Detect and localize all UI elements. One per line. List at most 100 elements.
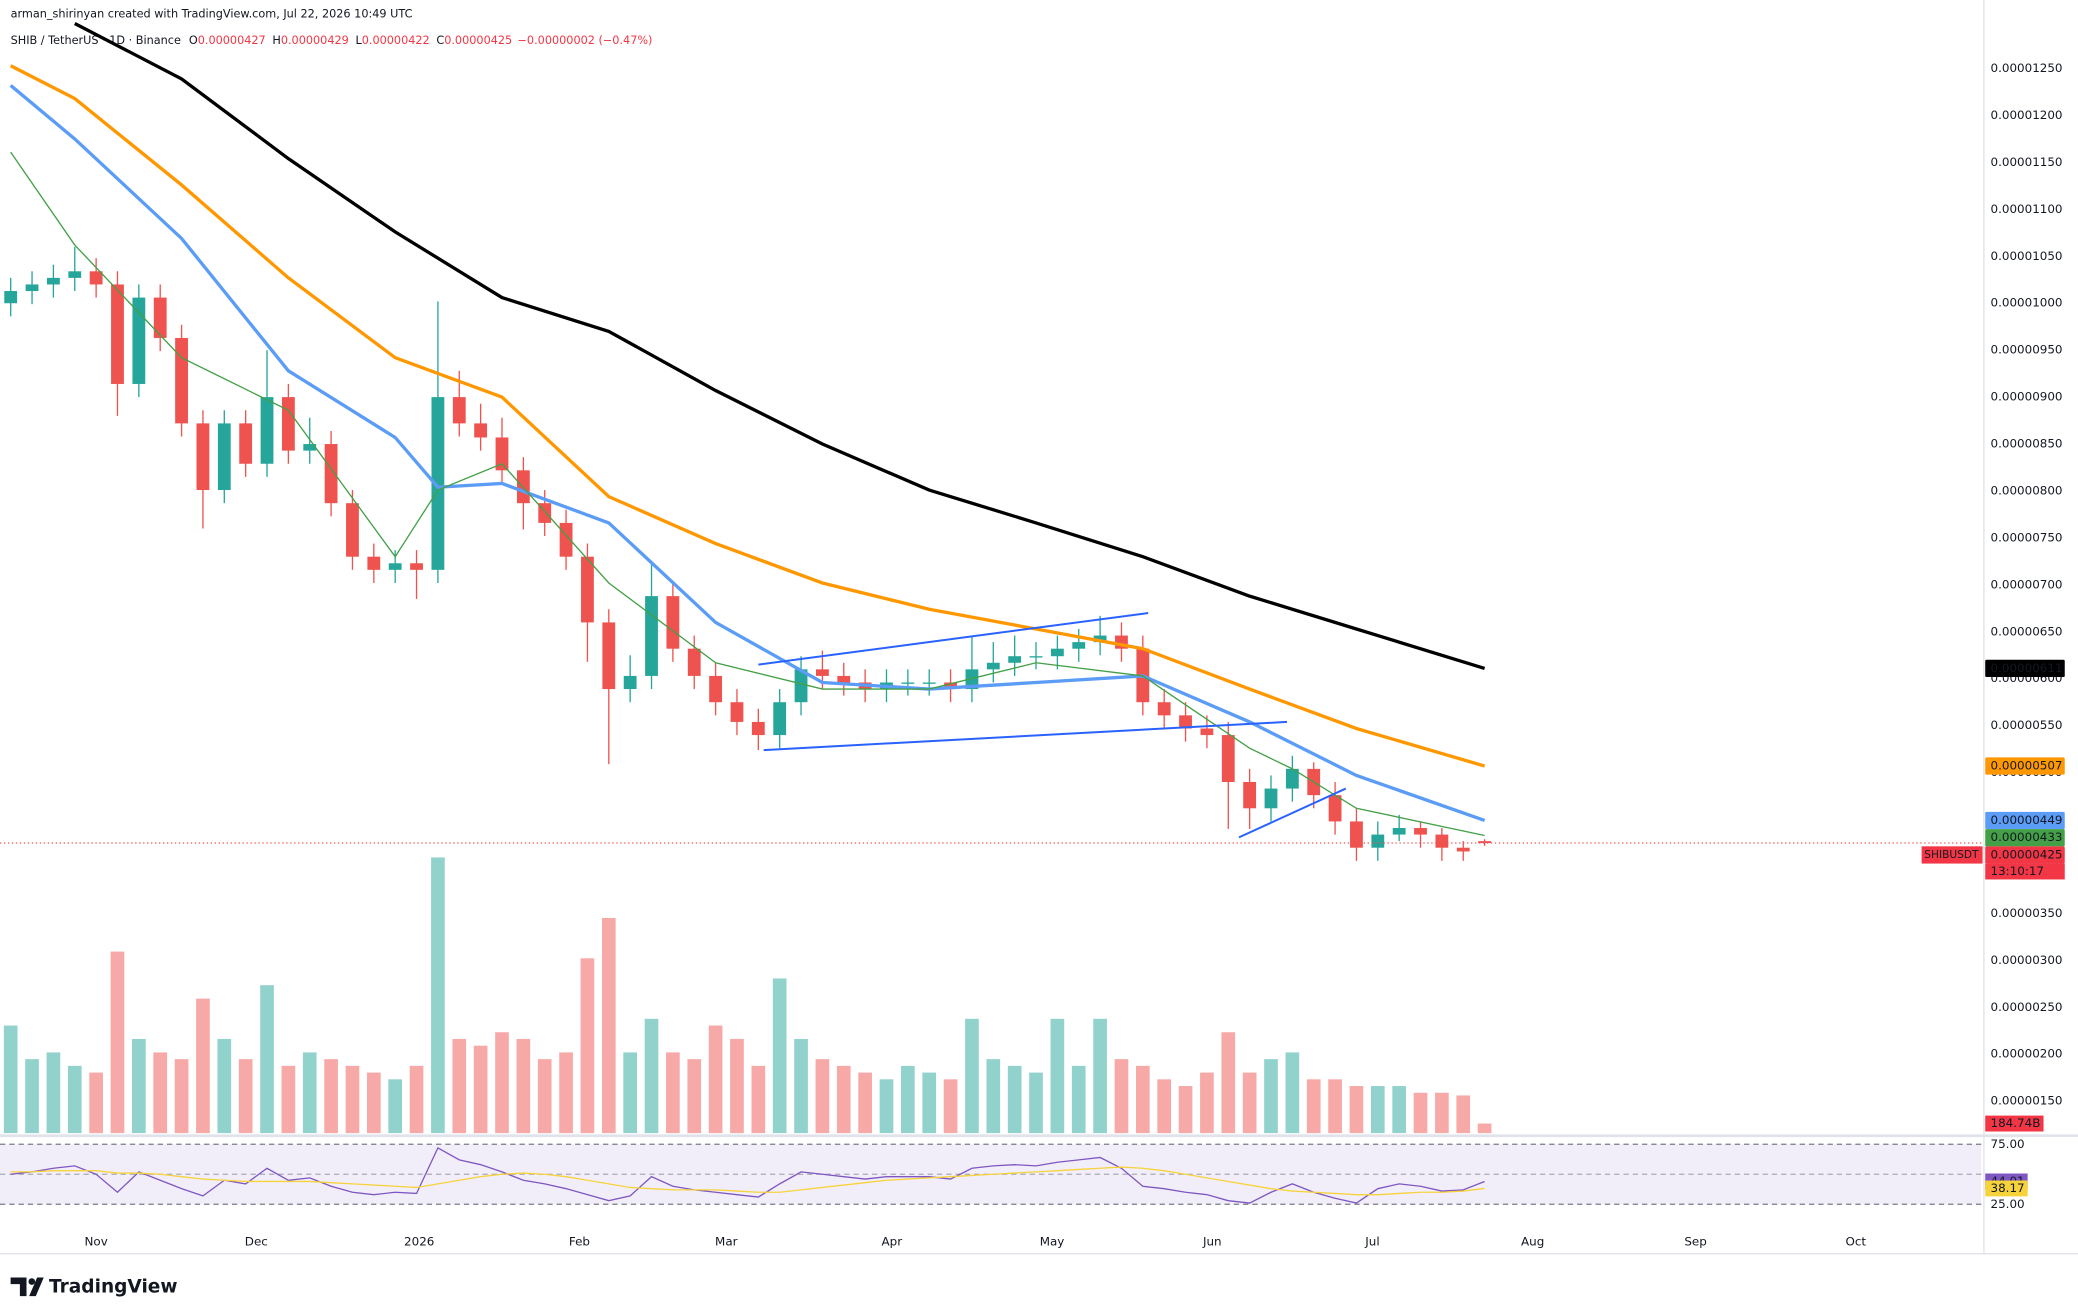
y-tick-label: 0.00001150 (1991, 155, 2063, 169)
candle-body (794, 669, 808, 703)
volume-bar (559, 1052, 573, 1134)
candle-body (431, 397, 445, 570)
y-tick-label: 0.00000300 (1991, 953, 2063, 967)
candle-body (474, 423, 488, 438)
candle-body (239, 423, 253, 464)
candle-body (986, 662, 1000, 670)
volume-bar (67, 1065, 82, 1134)
candle-body (666, 596, 680, 649)
volume-bar (1029, 1072, 1043, 1134)
candle-body (495, 437, 509, 471)
volume-tag-bg (1985, 1115, 2044, 1132)
ohlc-key: L (355, 34, 362, 47)
moving-average (9, 64, 1486, 768)
y-tick-label: 0.00000950 (1991, 343, 2063, 357)
candle-body (623, 675, 637, 690)
trendline (1238, 787, 1347, 839)
price-tag-bg (1985, 811, 2065, 830)
price-tag-bg (1985, 829, 2065, 847)
y-tick-label: 0.00000700 (1991, 577, 2063, 591)
volume-bar (25, 1059, 39, 1134)
candle-body (1072, 642, 1086, 649)
rsi-line (10, 1146, 1485, 1204)
x-tick-label: Feb (569, 1234, 590, 1248)
candle-body (645, 596, 658, 676)
y-tick-label: 0.00000850 (1991, 437, 2063, 451)
rsi-tick-label: 25.00 (1991, 1197, 2025, 1211)
candle-body (175, 337, 188, 424)
candle-body (1435, 834, 1449, 848)
x-tick-label: 2026 (404, 1234, 434, 1248)
candle-body (944, 682, 957, 690)
volume-bar (366, 1072, 381, 1134)
x-tick-label: Oct (1845, 1234, 1866, 1248)
volume-bar (794, 1038, 808, 1134)
change: −0.00000002 (−0.47%) (518, 34, 653, 47)
volume-bar (1456, 1095, 1471, 1134)
volume-bar (1200, 1072, 1214, 1134)
candle-body (773, 702, 787, 736)
candle-body (196, 423, 210, 491)
volume-bar (623, 1052, 637, 1134)
volume-bar (815, 1059, 830, 1134)
price-axis: 0.00000150 0.00000200 0.00000250 0.00000300… (1921, 61, 2065, 1211)
volume-bar (751, 1065, 766, 1134)
y-tick-label: 0.00000800 (1991, 483, 2063, 497)
volume-bar (302, 1052, 317, 1134)
x-tick-label: Jun (1202, 1234, 1222, 1248)
brand-logo: TradingView (10, 1276, 178, 1297)
candle-body (1221, 735, 1235, 782)
rsi-tag: 38.17 (1991, 1181, 2025, 1195)
volume-bar (174, 1059, 189, 1134)
volume-bar (1392, 1086, 1406, 1134)
price-tag: 0.00000449 (1991, 813, 2063, 827)
price-tag-bg (1985, 846, 2065, 864)
volume-bar (687, 1059, 702, 1134)
candle-body (46, 277, 60, 285)
volume-bar (1157, 1079, 1172, 1134)
candle-body (922, 682, 936, 684)
candle-body (901, 682, 915, 684)
symbol-line: SHIB / TetherUS · 1D · Binance O0.0000042… (11, 34, 653, 47)
x-tick-label: Aug (1521, 1234, 1544, 1248)
rsi-tag-bg (1985, 1180, 2028, 1197)
candle-body (111, 284, 124, 384)
candle-body (1350, 821, 1363, 848)
volume-bar (1050, 1018, 1065, 1134)
x-tick-label: Apr (882, 1234, 903, 1248)
candle-body (837, 675, 851, 683)
candle-body (1328, 795, 1342, 822)
y-tick-label: 0.00001050 (1991, 249, 2063, 263)
ohlc-key: C (436, 34, 444, 47)
candle-body (815, 669, 829, 676)
volume-bar (601, 917, 616, 1134)
volume-bar (644, 1018, 659, 1134)
candle-body (1456, 847, 1470, 852)
volume-bar (409, 1065, 424, 1134)
price-tag-bg (1985, 659, 2065, 678)
symbol-tag-bg (1921, 846, 1983, 864)
volume-bar (1328, 1079, 1342, 1134)
volume-bar (537, 1059, 552, 1134)
candle-body (1029, 656, 1043, 658)
volume-bar (196, 998, 210, 1134)
ohlc-value: 0.00000427 (198, 34, 266, 47)
y-tick-label: 0.00000650 (1991, 624, 2063, 638)
countdown-bg (1985, 863, 2065, 880)
volume-bar (1370, 1086, 1385, 1134)
candle-body (4, 291, 18, 304)
volume-bar (3, 1025, 18, 1134)
rsi-tick-label: 75.00 (1991, 1137, 2025, 1151)
volume-bar (452, 1038, 467, 1134)
volume-bar (858, 1072, 872, 1134)
x-tick-label: May (1040, 1234, 1065, 1248)
y-tick-label: 0.00001000 (1991, 296, 2063, 310)
volume-bar (1285, 1052, 1300, 1134)
candle-body (388, 563, 402, 570)
candle-body (132, 297, 146, 384)
volume-bar (431, 857, 445, 1134)
price-tag-bg (1985, 757, 2065, 775)
volume-bar (260, 985, 274, 1134)
logo-dot (28, 1278, 36, 1285)
